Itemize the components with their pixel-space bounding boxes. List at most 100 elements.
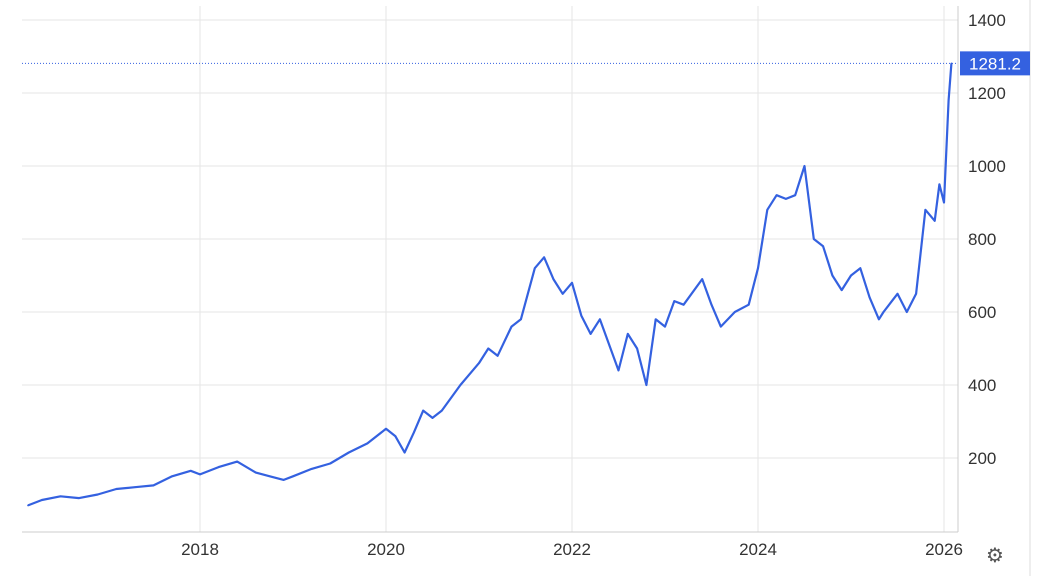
y-tick-label: 1400: [968, 11, 1006, 30]
data-point: [394, 435, 397, 437]
data-point: [510, 325, 513, 328]
last-value-label: 1281.2: [969, 54, 1021, 73]
data-point: [422, 409, 425, 412]
data-point: [459, 384, 462, 386]
data-point: [882, 311, 885, 313]
x-tick-label: 2024: [739, 540, 777, 559]
data-point: [813, 238, 815, 240]
data-point: [938, 183, 941, 186]
data-point: [747, 303, 750, 306]
data-point: [552, 278, 555, 280]
axes: [22, 0, 1031, 576]
data-point: [627, 333, 629, 335]
data-point: [878, 318, 880, 321]
data-point: [431, 417, 434, 419]
data-point: [441, 409, 443, 412]
data-point: [785, 198, 787, 200]
data-point: [292, 475, 294, 478]
data-point: [236, 460, 238, 463]
data-point: [850, 274, 852, 277]
data-point: [831, 274, 834, 277]
data-point: [589, 333, 592, 335]
data-point: [403, 451, 406, 454]
data-point: [924, 209, 927, 211]
y-tick-label: 600: [968, 303, 996, 322]
data-point: [115, 488, 118, 490]
y-tick-label: 800: [968, 230, 996, 249]
data-point: [766, 209, 769, 211]
data-point: [171, 475, 173, 478]
data-point: [561, 292, 564, 295]
last-value-badge: [960, 51, 1030, 76]
data-point: [950, 62, 953, 65]
data-point: [599, 318, 601, 321]
data-point: [385, 428, 387, 430]
data-point: [654, 318, 657, 321]
x-tick-label: 2018: [181, 540, 219, 559]
data-point: [348, 451, 350, 454]
data-point: [310, 468, 313, 470]
data-point: [487, 347, 490, 350]
data-point: [673, 300, 676, 302]
data-point: [933, 219, 936, 222]
data-point: [496, 355, 499, 357]
y-tick-label: 200: [968, 449, 996, 468]
data-point: [96, 493, 99, 496]
data-point: [710, 303, 713, 306]
data-point: [534, 267, 536, 270]
data-point: [822, 245, 824, 248]
data-point: [366, 442, 369, 445]
data-point: [701, 278, 703, 280]
settings-gear-icon[interactable]: ⚙: [986, 545, 1004, 567]
data-point: [580, 314, 583, 317]
y-tick-label: 400: [968, 376, 996, 395]
x-tick-label: 2020: [367, 540, 405, 559]
data-point: [282, 479, 285, 481]
data-point: [947, 99, 950, 102]
data-point: [840, 289, 843, 291]
data-point: [520, 318, 522, 321]
data-point: [199, 473, 201, 476]
data-point: [134, 486, 136, 489]
data-point: [868, 296, 871, 299]
data-point: [733, 311, 736, 313]
data-point: [413, 431, 415, 434]
tick-labels: 200 400 600 800 1000 1200 1400 2018 2020 2022 2024…: [181, 11, 1030, 559]
data-point: [255, 471, 257, 474]
data-point: [478, 362, 480, 364]
data-point: [41, 499, 43, 501]
series-layer: [22, 62, 958, 507]
data-point: [720, 325, 722, 328]
data-point: [571, 282, 573, 284]
gridlines: [22, 6, 958, 532]
data-point: [775, 194, 778, 196]
data-point: [896, 292, 899, 295]
data-point: [78, 497, 80, 499]
data-point: [943, 201, 945, 204]
data-point: [645, 384, 648, 386]
data-point: [617, 369, 620, 372]
series-line: [27, 63, 953, 507]
data-point: [152, 484, 155, 487]
x-tick-label: 2022: [553, 540, 591, 559]
data-point: [794, 194, 796, 196]
data-point: [682, 303, 685, 306]
data-point: [59, 495, 62, 498]
x-tick-label: 2026: [925, 540, 963, 559]
data-point: [636, 347, 638, 350]
data-point: [543, 256, 545, 259]
data-point: [906, 311, 908, 313]
data-point: [217, 466, 220, 468]
y-tick-label: 1200: [968, 84, 1006, 103]
data-point: [27, 504, 29, 507]
y-tick-label: 1000: [968, 157, 1006, 176]
data-point: [915, 292, 917, 295]
data-point: [859, 267, 862, 270]
data-point: [189, 469, 192, 472]
data-point: [757, 267, 759, 270]
data-point: [268, 475, 271, 478]
data-point: [329, 462, 332, 465]
data-point: [803, 165, 806, 167]
